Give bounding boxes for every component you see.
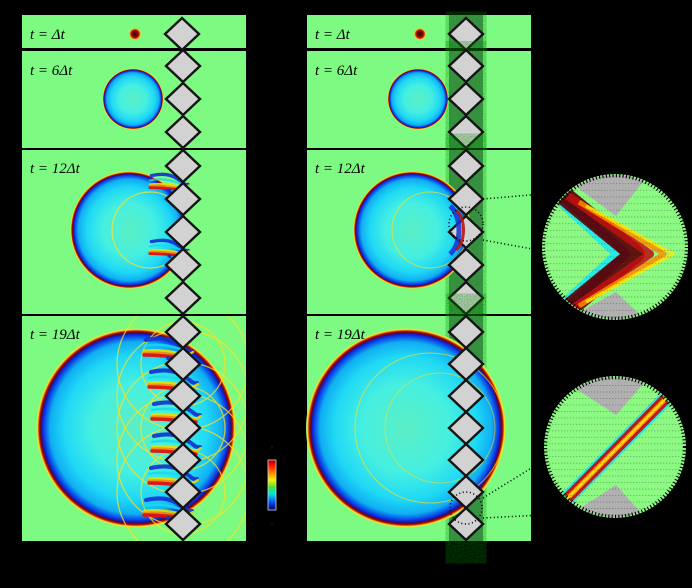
svg-text:t = 19Δt: t = 19Δt xyxy=(30,327,81,343)
svg-text:t = 6Δt: t = 6Δt xyxy=(30,63,73,79)
svg-text:t = Δt: t = Δt xyxy=(315,27,351,43)
svg-text:t = 12Δt: t = 12Δt xyxy=(315,161,366,177)
svg-text:t = 6Δt: t = 6Δt xyxy=(315,63,358,79)
svg-text:t = 19Δt: t = 19Δt xyxy=(315,327,366,343)
svg-text:t = Δt: t = Δt xyxy=(30,27,66,43)
svg-text:t = 12Δt: t = 12Δt xyxy=(30,161,81,177)
